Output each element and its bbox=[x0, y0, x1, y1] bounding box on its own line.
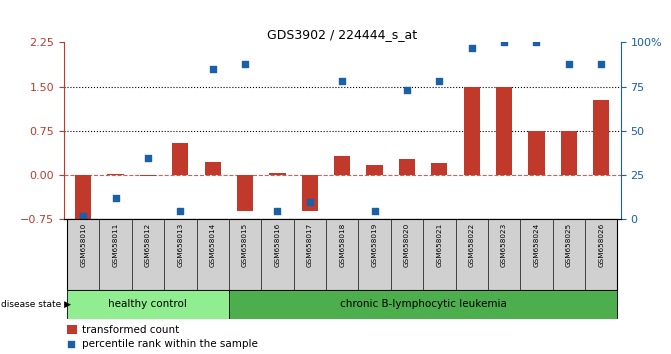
Point bbox=[596, 61, 607, 67]
Bar bbox=[488, 219, 520, 290]
Text: GSM658014: GSM658014 bbox=[210, 222, 215, 267]
Bar bbox=[456, 219, 488, 290]
Text: disease state ▶: disease state ▶ bbox=[1, 300, 70, 309]
Point bbox=[434, 79, 445, 84]
Bar bbox=[140, 175, 156, 176]
Bar bbox=[391, 219, 423, 290]
Bar bbox=[334, 156, 350, 175]
Point bbox=[466, 45, 477, 51]
Bar bbox=[132, 219, 164, 290]
Text: GSM658012: GSM658012 bbox=[145, 222, 151, 267]
Bar bbox=[67, 219, 99, 290]
Text: GSM658015: GSM658015 bbox=[242, 222, 248, 267]
Bar bbox=[205, 162, 221, 175]
Text: GSM658021: GSM658021 bbox=[436, 222, 442, 267]
Text: GSM658022: GSM658022 bbox=[469, 222, 474, 267]
Bar bbox=[520, 219, 553, 290]
Point bbox=[369, 208, 380, 213]
Bar bbox=[237, 175, 253, 211]
Bar bbox=[302, 175, 318, 211]
Point bbox=[272, 208, 282, 213]
Text: percentile rank within the sample: percentile rank within the sample bbox=[82, 339, 258, 349]
Bar bbox=[366, 165, 382, 175]
Point bbox=[403, 258, 413, 263]
Bar bbox=[585, 219, 617, 290]
Point bbox=[207, 66, 218, 72]
Bar bbox=[561, 131, 577, 175]
Text: GSM658018: GSM658018 bbox=[340, 222, 345, 267]
Bar bbox=[593, 100, 609, 175]
Bar bbox=[67, 290, 229, 319]
Text: GSM658026: GSM658026 bbox=[599, 222, 605, 267]
Point bbox=[402, 87, 413, 93]
Bar bbox=[269, 173, 286, 175]
Bar bbox=[553, 219, 585, 290]
Point bbox=[337, 79, 348, 84]
Point bbox=[564, 61, 574, 67]
Text: GSM658010: GSM658010 bbox=[80, 222, 86, 267]
Bar bbox=[326, 219, 358, 290]
Point bbox=[305, 199, 315, 205]
Bar bbox=[197, 219, 229, 290]
Bar bbox=[294, 219, 326, 290]
Text: healthy control: healthy control bbox=[109, 299, 187, 309]
Text: GSM658011: GSM658011 bbox=[113, 222, 119, 267]
Bar bbox=[261, 219, 294, 290]
Bar bbox=[423, 219, 456, 290]
Point bbox=[499, 40, 509, 45]
Bar bbox=[399, 159, 415, 175]
Text: GSM658019: GSM658019 bbox=[372, 222, 378, 267]
Bar bbox=[528, 131, 545, 175]
Bar bbox=[75, 175, 91, 224]
Text: GSM658013: GSM658013 bbox=[177, 222, 183, 267]
Point bbox=[175, 208, 186, 213]
Bar bbox=[172, 143, 189, 175]
Text: GSM658023: GSM658023 bbox=[501, 222, 507, 267]
Bar bbox=[496, 87, 512, 175]
Bar bbox=[66, 325, 76, 334]
Point bbox=[110, 195, 121, 201]
Text: GSM658025: GSM658025 bbox=[566, 222, 572, 267]
Bar bbox=[164, 219, 197, 290]
Text: GSM658020: GSM658020 bbox=[404, 222, 410, 267]
Text: GSM658024: GSM658024 bbox=[533, 222, 539, 267]
Bar bbox=[99, 219, 132, 290]
Text: GSM658017: GSM658017 bbox=[307, 222, 313, 267]
Point bbox=[240, 61, 250, 67]
Bar bbox=[431, 164, 448, 175]
Bar bbox=[229, 290, 617, 319]
Text: chronic B-lymphocytic leukemia: chronic B-lymphocytic leukemia bbox=[340, 299, 507, 309]
Bar bbox=[107, 174, 123, 175]
Point bbox=[142, 155, 153, 160]
Text: transformed count: transformed count bbox=[82, 325, 178, 335]
Bar bbox=[464, 87, 480, 175]
Title: GDS3902 / 224444_s_at: GDS3902 / 224444_s_at bbox=[267, 28, 417, 41]
Point bbox=[531, 40, 542, 45]
Bar bbox=[358, 219, 391, 290]
Text: GSM658016: GSM658016 bbox=[274, 222, 280, 267]
Bar bbox=[229, 219, 261, 290]
Point bbox=[78, 213, 89, 219]
